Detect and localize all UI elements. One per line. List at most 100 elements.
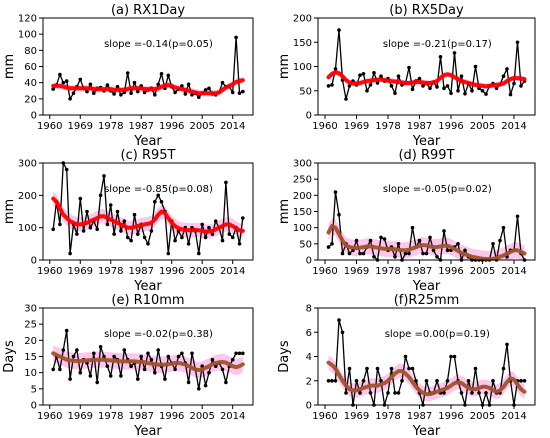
observed-point bbox=[473, 366, 478, 371]
observed-point bbox=[396, 242, 401, 246]
chart-panel-1: 1960 1969 1978 1987 1996 2005 2014 0 20 40 60 80 100… bbox=[2, 3, 254, 149]
x-axis-label: Year bbox=[412, 279, 441, 294]
chart-title: (c) R95T bbox=[121, 148, 176, 163]
observed-point bbox=[122, 219, 127, 223]
x-axis-label: Year bbox=[412, 424, 441, 438]
observed-point bbox=[410, 87, 415, 92]
observed-point bbox=[508, 92, 513, 97]
y-tick-label: 10 bbox=[24, 368, 37, 379]
observed-point bbox=[58, 222, 62, 227]
observed-point bbox=[452, 51, 457, 55]
observed-point bbox=[230, 90, 235, 95]
x-tick-label: 1960 bbox=[37, 411, 62, 422]
y-axis-label: mm bbox=[277, 54, 292, 79]
observed-point bbox=[186, 242, 191, 246]
x-tick-label: 1987 bbox=[128, 121, 153, 132]
observed-point bbox=[337, 318, 341, 322]
observed-point bbox=[463, 248, 467, 253]
y-tick-label: 20 bbox=[24, 336, 37, 347]
observed-point bbox=[85, 89, 89, 94]
observed-point bbox=[98, 193, 103, 198]
observed-point bbox=[186, 82, 191, 87]
observed-point bbox=[98, 345, 103, 349]
observed-point bbox=[237, 242, 242, 246]
observed-point bbox=[361, 251, 366, 256]
chart-panel-6: 1960 1969 1978 1987 1996 2005 2014 0 2 4 6 8 (f)R25m… bbox=[277, 293, 536, 438]
x-tick-label: 2014 bbox=[501, 266, 526, 277]
observed-point bbox=[424, 251, 429, 256]
observed-point bbox=[333, 67, 338, 71]
observed-point bbox=[122, 348, 127, 352]
observed-point bbox=[386, 391, 390, 395]
observed-point bbox=[142, 90, 147, 95]
y-tick-label: 200 bbox=[293, 14, 312, 25]
x-tick-label: 1996 bbox=[438, 121, 463, 132]
observed-point bbox=[224, 180, 228, 185]
observed-point bbox=[347, 251, 352, 256]
observed-point bbox=[326, 84, 331, 88]
observed-point bbox=[452, 354, 457, 359]
x-tick-label: 1969 bbox=[68, 266, 93, 277]
y-tick-label: 25 bbox=[24, 320, 37, 331]
x-axis-label: Year bbox=[133, 279, 162, 294]
x-tick-label: 1978 bbox=[98, 266, 123, 277]
observed-point bbox=[470, 391, 474, 395]
observed-point bbox=[442, 391, 446, 395]
observed-point bbox=[477, 391, 481, 395]
observed-point bbox=[365, 89, 369, 93]
observed-point bbox=[51, 87, 55, 91]
observed-point bbox=[358, 391, 362, 395]
observed-point bbox=[71, 354, 76, 359]
y-tick-label: 100 bbox=[293, 62, 312, 73]
observed-point bbox=[102, 174, 106, 178]
observed-point bbox=[340, 251, 345, 256]
observed-point bbox=[519, 84, 523, 88]
observed-point bbox=[139, 354, 143, 359]
observed-point bbox=[330, 242, 334, 246]
observed-point bbox=[428, 235, 432, 240]
x-tick-label: 2005 bbox=[470, 266, 495, 277]
observed-point bbox=[207, 370, 211, 375]
observed-point bbox=[197, 387, 201, 391]
observed-point bbox=[361, 379, 366, 383]
slope-annotation: slope =-0.21(p=0.17) bbox=[383, 39, 492, 50]
observed-point bbox=[396, 391, 401, 395]
observed-point bbox=[190, 351, 194, 356]
observed-point bbox=[119, 93, 123, 97]
y-tick-label: 150 bbox=[293, 207, 312, 218]
y-tick-label: 15 bbox=[24, 352, 37, 363]
observed-point bbox=[365, 366, 369, 371]
y-tick-label: 0 bbox=[31, 401, 37, 412]
observed-point bbox=[173, 238, 177, 243]
x-tick-label: 1987 bbox=[407, 266, 432, 277]
plot-frame bbox=[42, 162, 254, 261]
observed-point bbox=[68, 377, 72, 381]
observed-point bbox=[115, 209, 120, 214]
observed-point bbox=[484, 391, 488, 395]
observed-point bbox=[136, 377, 140, 381]
observed-point bbox=[330, 379, 334, 383]
observed-point bbox=[68, 251, 72, 256]
observed-point bbox=[372, 254, 376, 259]
observed-point bbox=[368, 83, 373, 87]
x-tick-label: 2014 bbox=[220, 411, 245, 422]
y-tick-label: 150 bbox=[293, 38, 312, 49]
observed-point bbox=[210, 357, 215, 362]
observed-point bbox=[203, 235, 208, 240]
observed-point bbox=[522, 379, 527, 383]
observed-point bbox=[421, 251, 425, 256]
x-tick-label: 2014 bbox=[501, 411, 526, 422]
x-tick-label: 1969 bbox=[68, 121, 93, 132]
observed-point bbox=[501, 225, 506, 230]
observed-point bbox=[347, 84, 352, 88]
observed-point bbox=[207, 86, 211, 91]
observed-point bbox=[203, 88, 208, 92]
y-tick-label: 100 bbox=[293, 223, 312, 234]
uncertainty-band bbox=[53, 191, 243, 239]
observed-point bbox=[220, 238, 225, 243]
x-tick-label: 1960 bbox=[312, 411, 337, 422]
observed-point bbox=[484, 92, 488, 96]
smoothed-trend-line bbox=[326, 224, 527, 261]
chart-panel-5: 1960 1969 1978 1987 1996 2005 2014 0 5 10 15 20 25 30… bbox=[2, 293, 254, 438]
observed-point bbox=[112, 92, 116, 96]
